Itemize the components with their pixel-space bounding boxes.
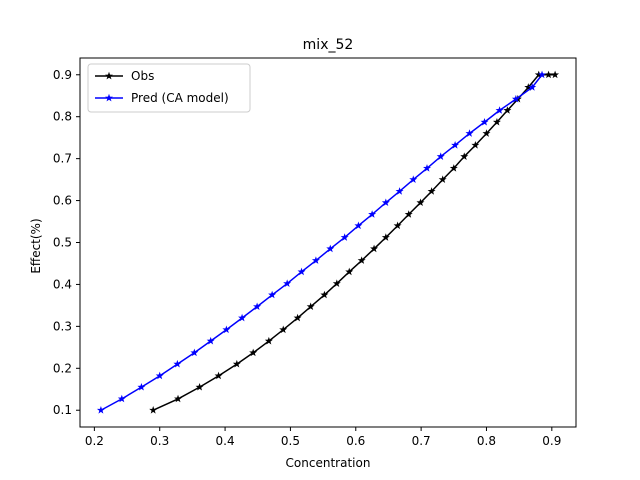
data-point-obs — [438, 175, 447, 183]
x-tick-label: 0.9 — [542, 434, 561, 448]
chart-title: mix_52 — [303, 37, 354, 53]
data-point-pred — [253, 302, 262, 311]
data-point-obs — [320, 290, 329, 299]
data-point-pred — [283, 279, 292, 287]
legend: Obs Pred (CA model) — [87, 63, 251, 113]
y-tick-label: 0.1 — [53, 403, 72, 417]
data-point-pred — [190, 348, 199, 357]
x-axis: 0.2 0.3 0.4 0.5 0.6 0.7 0.8 0.9 — [85, 427, 561, 448]
data-point-obs — [279, 325, 288, 334]
data-point-pred — [96, 406, 105, 414]
data-point-obs — [551, 70, 560, 79]
series-line-pred — [100, 74, 543, 411]
data-point-pred — [368, 210, 377, 218]
data-point-pred — [117, 394, 126, 403]
data-point-obs — [381, 233, 390, 241]
data-point-pred — [436, 152, 445, 160]
data-point-pred — [222, 325, 231, 334]
legend-box — [87, 63, 251, 113]
data-point-obs — [427, 187, 436, 195]
data-point-obs — [264, 336, 273, 345]
data-point-obs — [357, 256, 366, 264]
data-point-obs — [214, 371, 223, 380]
y-tick-label: 0.2 — [53, 361, 72, 375]
data-point-obs — [345, 267, 354, 276]
data-point-obs — [232, 359, 241, 368]
data-point-pred — [340, 233, 349, 241]
data-point-pred — [238, 313, 247, 322]
data-point-obs — [249, 348, 258, 357]
data-point-pred — [326, 244, 335, 253]
data-point-pred — [395, 187, 404, 195]
data-point-pred — [206, 336, 215, 345]
data-point-pred — [511, 94, 520, 103]
data-point-obs — [492, 117, 501, 126]
data-point-pred — [311, 256, 320, 264]
x-axis-label: Concentration — [286, 456, 371, 470]
data-point-obs — [544, 70, 553, 79]
data-point-pred — [268, 290, 277, 299]
legend-marker-obs — [105, 71, 113, 80]
data-point-pred — [155, 371, 164, 380]
data-point-obs — [460, 152, 469, 160]
data-point-obs — [524, 83, 533, 91]
y-tick-label: 0.9 — [53, 68, 72, 82]
series-layer — [96, 70, 560, 414]
y-axis-label: Effect(%) — [29, 218, 43, 273]
data-point-pred — [381, 198, 390, 207]
legend-label-pred: Pred (CA model) — [131, 91, 229, 105]
data-point-obs — [393, 221, 402, 230]
x-tick-label: 0.4 — [216, 434, 235, 448]
data-point-obs — [149, 406, 158, 414]
x-tick-label: 0.5 — [281, 434, 300, 448]
data-point-obs — [416, 198, 425, 207]
data-point-pred — [528, 83, 537, 91]
y-axis: 0.1 0.2 0.3 0.4 0.5 0.6 0.7 0.8 0.9 — [53, 68, 80, 417]
legend-marker-pred — [105, 93, 113, 102]
data-point-obs — [534, 70, 543, 79]
data-point-obs — [503, 106, 512, 114]
data-point-pred — [495, 106, 504, 114]
y-tick-label: 0.8 — [53, 110, 72, 124]
x-tick-label: 0.2 — [85, 434, 104, 448]
y-tick-label: 0.6 — [53, 194, 72, 208]
data-point-pred — [480, 117, 489, 126]
data-point-pred — [137, 382, 146, 391]
data-point-obs — [404, 210, 413, 218]
data-point-obs — [449, 164, 458, 172]
y-tick-label: 0.3 — [53, 319, 72, 333]
data-point-pred — [538, 70, 547, 79]
data-point-pred — [465, 129, 474, 137]
data-point-pred — [423, 164, 431, 172]
y-tick-label: 0.5 — [53, 236, 72, 250]
x-tick-label: 0.8 — [477, 434, 496, 448]
data-point-pred — [409, 175, 418, 183]
data-point-obs — [482, 129, 491, 137]
data-point-pred — [354, 221, 363, 230]
y-tick-label: 0.4 — [53, 277, 72, 291]
data-point-pred — [173, 359, 182, 368]
x-tick-label: 0.7 — [412, 434, 431, 448]
x-tick-label: 0.3 — [150, 434, 169, 448]
data-point-obs — [174, 394, 183, 403]
data-point-obs — [471, 141, 480, 149]
x-tick-label: 0.6 — [346, 434, 365, 448]
data-point-obs — [370, 244, 379, 253]
data-point-obs — [332, 279, 341, 287]
legend-label-obs: Obs — [131, 69, 154, 83]
data-point-obs — [195, 382, 204, 391]
y-tick-label: 0.7 — [53, 152, 72, 166]
data-point-pred — [451, 141, 460, 149]
data-point-obs — [293, 313, 302, 322]
data-point-obs — [306, 302, 315, 311]
data-point-pred — [297, 267, 306, 276]
